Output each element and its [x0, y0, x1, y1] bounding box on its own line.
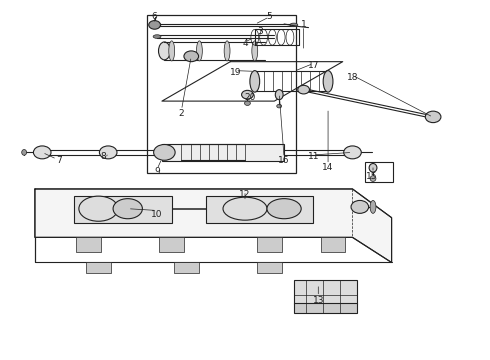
- Ellipse shape: [99, 146, 117, 159]
- Ellipse shape: [275, 90, 283, 100]
- Bar: [74, 196, 172, 223]
- Text: 11: 11: [308, 152, 319, 161]
- Bar: [86, 262, 111, 273]
- Text: 2: 2: [179, 109, 184, 118]
- Text: 7: 7: [56, 156, 62, 165]
- Text: 17: 17: [308, 61, 319, 70]
- Ellipse shape: [22, 149, 26, 155]
- Bar: [162, 144, 284, 161]
- Ellipse shape: [351, 201, 368, 213]
- Ellipse shape: [425, 111, 441, 123]
- Bar: [174, 262, 198, 273]
- Ellipse shape: [113, 199, 143, 219]
- Text: 20: 20: [244, 93, 256, 102]
- Bar: [257, 262, 282, 273]
- Ellipse shape: [245, 101, 250, 105]
- Text: 18: 18: [347, 73, 358, 82]
- Ellipse shape: [267, 199, 301, 219]
- Ellipse shape: [79, 196, 118, 221]
- Ellipse shape: [33, 146, 51, 159]
- Text: 1: 1: [301, 19, 307, 28]
- Text: 3: 3: [257, 27, 263, 36]
- Text: 15: 15: [367, 172, 378, 181]
- Ellipse shape: [184, 51, 198, 62]
- Ellipse shape: [250, 71, 260, 92]
- Ellipse shape: [343, 146, 361, 159]
- Bar: [294, 280, 357, 304]
- Text: 6: 6: [152, 12, 157, 21]
- Bar: [294, 303, 357, 313]
- Ellipse shape: [277, 104, 282, 108]
- Bar: [206, 196, 314, 223]
- Ellipse shape: [153, 35, 161, 39]
- Ellipse shape: [290, 23, 298, 27]
- Ellipse shape: [149, 21, 160, 29]
- Bar: [321, 237, 345, 252]
- Ellipse shape: [298, 85, 310, 94]
- Ellipse shape: [169, 41, 174, 61]
- Text: 12: 12: [239, 190, 251, 199]
- Text: 5: 5: [267, 12, 272, 21]
- Text: 10: 10: [151, 210, 163, 219]
- Ellipse shape: [370, 201, 376, 213]
- Text: 8: 8: [100, 152, 106, 161]
- Text: 19: 19: [229, 68, 241, 77]
- Bar: [257, 237, 282, 252]
- Ellipse shape: [159, 42, 170, 60]
- Ellipse shape: [323, 71, 333, 92]
- Bar: [159, 237, 184, 252]
- Text: 9: 9: [154, 167, 160, 176]
- Ellipse shape: [370, 176, 376, 181]
- Ellipse shape: [223, 197, 267, 220]
- Text: 4: 4: [242, 39, 248, 48]
- Bar: [365, 162, 393, 182]
- Ellipse shape: [154, 144, 175, 160]
- Ellipse shape: [196, 41, 202, 61]
- Polygon shape: [35, 189, 392, 262]
- Ellipse shape: [153, 23, 161, 27]
- Text: 13: 13: [313, 296, 324, 305]
- Text: 14: 14: [322, 163, 334, 172]
- Bar: [76, 237, 101, 252]
- Ellipse shape: [369, 163, 377, 172]
- Ellipse shape: [224, 41, 230, 61]
- Text: 16: 16: [278, 156, 290, 165]
- Ellipse shape: [242, 90, 253, 99]
- Ellipse shape: [252, 41, 258, 61]
- Bar: [147, 15, 296, 173]
